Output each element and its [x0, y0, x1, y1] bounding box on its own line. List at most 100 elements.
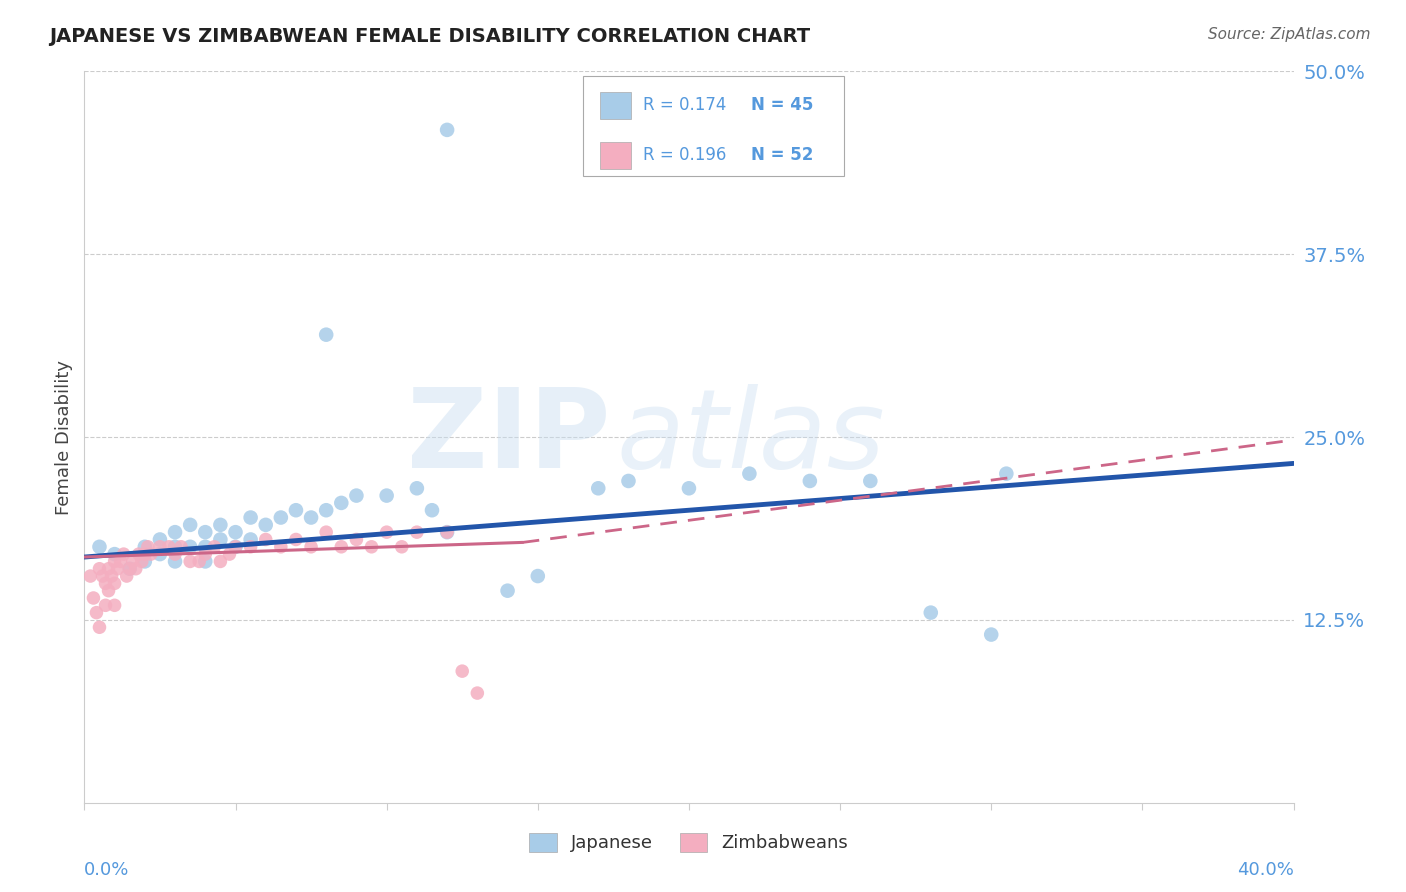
Point: [118, 562, 141, 576]
Text: N = 45: N = 45: [751, 96, 813, 114]
Point: [121, 554, 143, 568]
Point: [315, 525, 337, 540]
Point: [980, 627, 1002, 641]
Point: [86, 606, 108, 620]
Point: [225, 540, 247, 554]
Point: [134, 554, 156, 568]
Point: [209, 533, 232, 547]
Point: [270, 510, 292, 524]
Point: [270, 540, 292, 554]
Point: [239, 533, 262, 547]
Point: [115, 569, 138, 583]
Point: [496, 583, 519, 598]
Point: [194, 547, 217, 561]
Point: [346, 533, 368, 547]
Point: [136, 540, 159, 554]
Point: [254, 517, 277, 532]
Point: [94, 576, 117, 591]
Point: [165, 554, 187, 568]
Point: [134, 540, 156, 554]
Point: [89, 540, 111, 554]
Point: [112, 547, 135, 561]
Point: [330, 496, 353, 510]
Point: [202, 540, 225, 554]
Point: [134, 547, 156, 561]
Point: [104, 599, 127, 613]
Point: [436, 525, 458, 540]
Point: [107, 562, 129, 576]
Point: [588, 481, 610, 495]
Point: [79, 569, 101, 583]
Text: R = 0.196: R = 0.196: [643, 146, 725, 164]
Point: [165, 540, 187, 554]
Point: [89, 620, 111, 634]
Point: [94, 599, 117, 613]
Point: [104, 554, 127, 568]
Text: 40.0%: 40.0%: [1237, 862, 1294, 880]
Point: [170, 540, 193, 554]
Legend: Japanese, Zimbabweans: Japanese, Zimbabweans: [522, 826, 856, 860]
Point: [391, 540, 413, 554]
Point: [406, 481, 429, 495]
Point: [110, 554, 132, 568]
Y-axis label: Female Disability: Female Disability: [55, 359, 73, 515]
Point: [218, 547, 240, 561]
Point: [165, 525, 187, 540]
Text: Source: ZipAtlas.com: Source: ZipAtlas.com: [1208, 27, 1371, 42]
Point: [157, 540, 180, 554]
Point: [315, 503, 337, 517]
Point: [375, 525, 398, 540]
Point: [149, 540, 172, 554]
Point: [100, 569, 122, 583]
Point: [179, 517, 201, 532]
Text: N = 52: N = 52: [751, 146, 813, 164]
Point: [254, 533, 277, 547]
Point: [678, 481, 700, 495]
Point: [436, 525, 458, 540]
Point: [82, 591, 104, 605]
Point: [89, 562, 111, 576]
Point: [406, 525, 429, 540]
Point: [179, 554, 201, 568]
Point: [165, 547, 187, 561]
Point: [188, 554, 211, 568]
Point: [239, 510, 262, 524]
Point: [149, 547, 172, 561]
Point: [330, 540, 353, 554]
Point: [375, 489, 398, 503]
Point: [149, 533, 172, 547]
Point: [360, 540, 382, 554]
Text: R = 0.174: R = 0.174: [643, 96, 725, 114]
Point: [315, 327, 337, 342]
Point: [859, 474, 882, 488]
Point: [527, 569, 550, 583]
Point: [299, 510, 322, 524]
Point: [179, 540, 201, 554]
Point: [467, 686, 489, 700]
Point: [139, 547, 162, 561]
Text: 0.0%: 0.0%: [84, 862, 129, 880]
Point: [799, 474, 821, 488]
Point: [97, 583, 120, 598]
Point: [131, 554, 153, 568]
Text: JAPANESE VS ZIMBABWEAN FEMALE DISABILITY CORRELATION CHART: JAPANESE VS ZIMBABWEAN FEMALE DISABILITY…: [49, 27, 810, 45]
Text: ZIP: ZIP: [406, 384, 610, 491]
Point: [451, 664, 474, 678]
Point: [420, 503, 443, 517]
Point: [436, 123, 458, 137]
Point: [209, 517, 232, 532]
Point: [194, 554, 217, 568]
Point: [995, 467, 1018, 481]
Point: [104, 576, 127, 591]
Point: [125, 562, 148, 576]
Point: [239, 540, 262, 554]
Point: [920, 606, 942, 620]
Point: [118, 562, 141, 576]
Point: [738, 467, 761, 481]
Point: [617, 474, 640, 488]
Point: [194, 525, 217, 540]
Point: [225, 525, 247, 540]
Point: [209, 554, 232, 568]
Point: [225, 540, 247, 554]
Point: [346, 489, 368, 503]
